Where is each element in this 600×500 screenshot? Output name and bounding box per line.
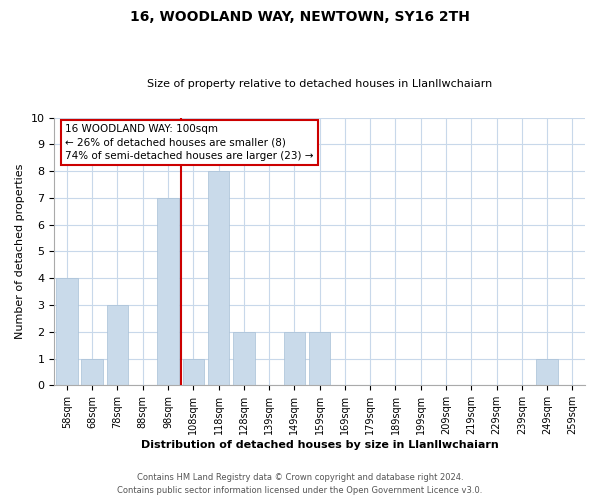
Bar (233, 332, 254, 386)
Bar (56, 278, 77, 386)
Bar (208, 171, 229, 386)
Bar (536, 358, 558, 386)
Bar (182, 358, 204, 386)
Bar (82, 358, 103, 386)
Bar (107, 305, 128, 386)
Bar (309, 332, 331, 386)
Bar (284, 332, 305, 386)
Text: Contains HM Land Registry data © Crown copyright and database right 2024.
Contai: Contains HM Land Registry data © Crown c… (118, 474, 482, 495)
Text: 16 WOODLAND WAY: 100sqm
← 26% of detached houses are smaller (8)
74% of semi-det: 16 WOODLAND WAY: 100sqm ← 26% of detache… (65, 124, 313, 160)
Title: Size of property relative to detached houses in Llanllwchaiarn: Size of property relative to detached ho… (147, 79, 492, 89)
Y-axis label: Number of detached properties: Number of detached properties (15, 164, 25, 339)
Text: 16, WOODLAND WAY, NEWTOWN, SY16 2TH: 16, WOODLAND WAY, NEWTOWN, SY16 2TH (130, 10, 470, 24)
X-axis label: Distribution of detached houses by size in Llanllwchaiarn: Distribution of detached houses by size … (141, 440, 499, 450)
Bar (157, 198, 179, 386)
